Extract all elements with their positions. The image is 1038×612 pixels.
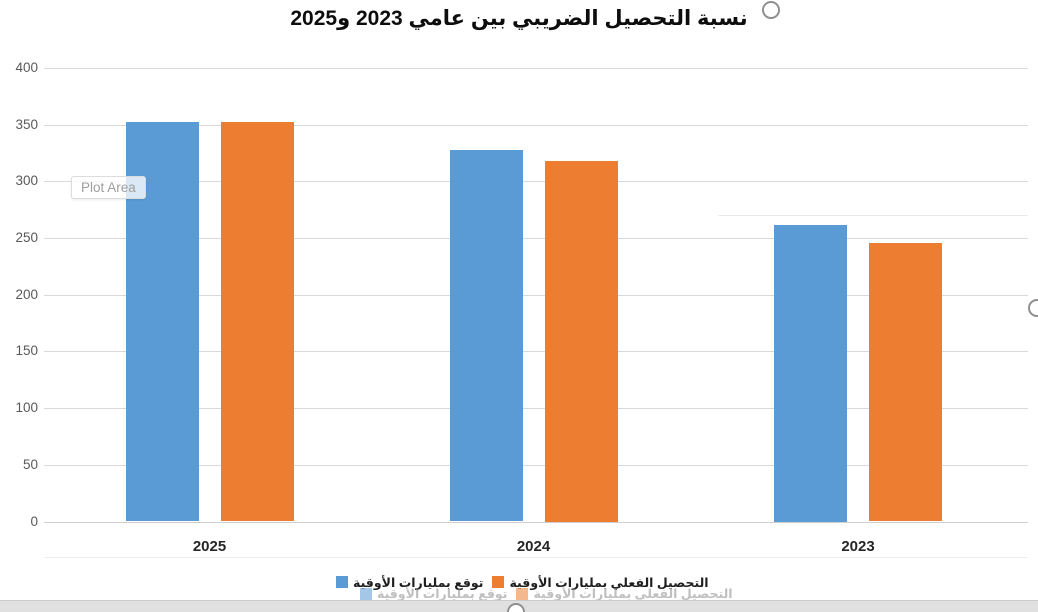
bar-2024-series-1[interactable] <box>544 161 618 522</box>
legend-item-series-0: توقع بمليارات الأوقية <box>360 586 507 601</box>
y-axis-tick-label: 200 <box>15 286 38 302</box>
gridline <box>44 68 1028 69</box>
gridline <box>44 124 1028 126</box>
gridline <box>44 464 1028 466</box>
legend-item-series-1: التحصيل الفعلي بمليارات الأوقية <box>516 586 733 601</box>
y-axis-tick-label: 300 <box>15 173 38 189</box>
y-axis-tick-label: 400 <box>15 60 38 75</box>
selection-handle-right[interactable] <box>1028 299 1038 317</box>
legend-swatch-icon <box>360 587 372 600</box>
selection-handle-top[interactable] <box>762 1 780 19</box>
legend-swatch-icon <box>492 576 505 588</box>
artifact-line <box>718 215 1028 216</box>
gridline <box>44 408 1028 410</box>
gridline <box>44 181 1028 183</box>
bar-2023-series-1[interactable] <box>869 242 942 522</box>
x-axis-category-label: 2024 <box>516 538 551 555</box>
bar-2025-series-1[interactable] <box>220 122 294 522</box>
x-axis-category-label: 2025 <box>192 538 227 555</box>
axis-separator-line <box>44 557 1028 558</box>
gridline <box>44 351 1028 353</box>
legend-label: التحصيل الفعلي بمليارات الأوقية <box>533 587 733 601</box>
gridline <box>44 294 1028 296</box>
gridline <box>44 521 1028 523</box>
legend-item-series-1[interactable]: التحصيل الفعلي بمليارات الأوقية <box>492 575 709 590</box>
y-axis-tick-label: 350 <box>15 116 38 132</box>
legend: توقع بمليارات الأوقية التحصيل الفعلي بملي… <box>336 571 718 593</box>
chart-title: نسبة التحصيل الضريبي بين عامي 2023 و2025 <box>290 7 748 30</box>
legend-item-series-0[interactable]: توقع بمليارات الأوقية <box>336 575 483 590</box>
y-axis-tick-label: 250 <box>15 230 38 246</box>
legend-label: توقع بمليارات الأوقية <box>353 575 484 590</box>
y-axis-tick-label: 50 <box>22 456 38 472</box>
x-axis-category-label: 2023 <box>841 538 875 555</box>
legend-label: التحصيل الفعلي بمليارات الأوقية <box>509 575 709 590</box>
y-axis-tick-label: 150 <box>15 343 38 359</box>
legend-ghost: توقع بمليارات الأوقية التحصيل الفعلي بملي… <box>360 586 742 601</box>
selection-handle-bottom[interactable] <box>507 603 525 612</box>
y-axis-tick-label: 0 <box>30 513 38 529</box>
legend-label: توقع بمليارات الأوقية <box>377 587 508 601</box>
legend-swatch-icon <box>516 587 529 600</box>
bar-2023-series-0[interactable] <box>774 224 847 522</box>
legend-swatch-icon <box>336 576 348 588</box>
plot-area-tooltip: Plot Area <box>71 176 146 199</box>
bar-2024-series-0[interactable] <box>449 149 523 522</box>
gridline <box>44 238 1028 240</box>
y-axis-tick-label: 100 <box>15 400 38 416</box>
